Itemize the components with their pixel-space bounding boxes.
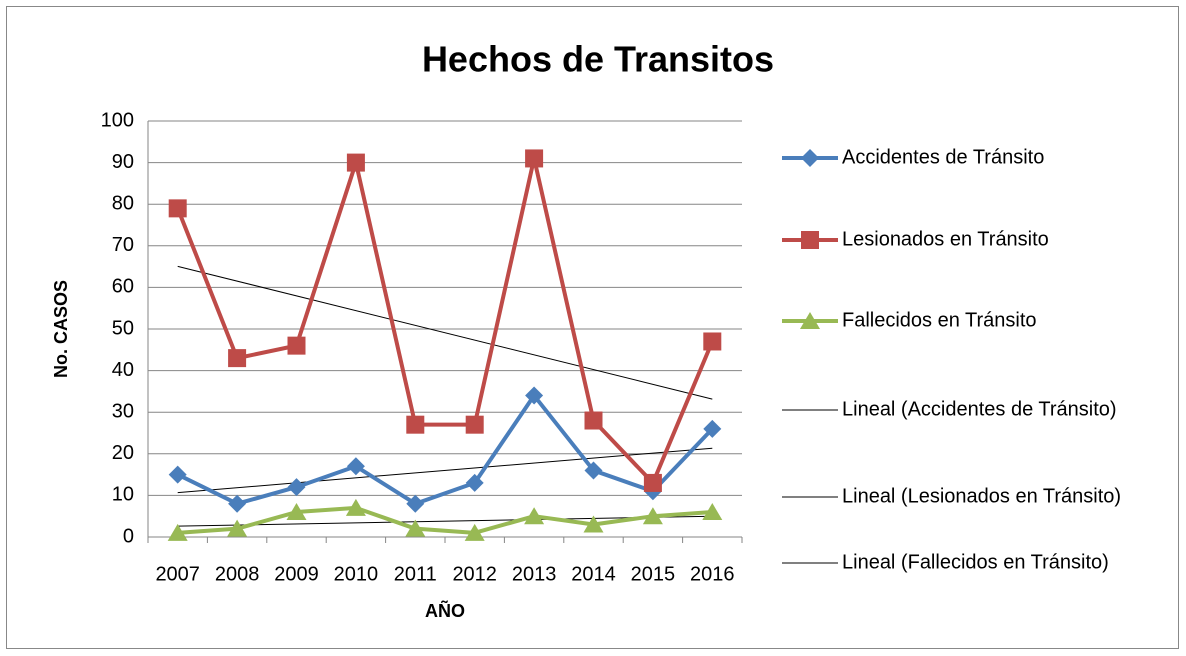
y-tick-label: 40 — [112, 359, 134, 381]
marker — [287, 336, 306, 355]
legend-label: Lineal (Lesionados en Tránsito) — [842, 485, 1121, 507]
legend-label: Fallecidos en Tránsito — [842, 309, 1037, 331]
marker — [287, 478, 306, 497]
y-tick-label: 100 — [101, 109, 134, 131]
y-tick-label: 50 — [112, 317, 134, 339]
series-line — [175, 156, 715, 485]
marker — [167, 523, 188, 541]
y-tick-label: 90 — [112, 151, 134, 173]
marker — [228, 494, 247, 513]
marker — [525, 149, 544, 168]
series-line — [176, 393, 714, 506]
legend-label: Lineal (Fallecidos en Tránsito) — [842, 551, 1109, 573]
marker — [524, 507, 545, 525]
chart-title: Hechos de Transitos — [422, 39, 774, 80]
y-tick-label: 80 — [112, 192, 134, 214]
marker — [525, 386, 544, 405]
marker — [643, 473, 662, 492]
legend-label: Accidentes de Tránsito — [842, 146, 1044, 168]
legend-label: Lineal (Accidentes de Tránsito) — [842, 398, 1117, 420]
marker — [406, 415, 425, 434]
marker — [405, 519, 426, 537]
y-tick-label: 30 — [112, 400, 134, 422]
marker — [465, 473, 484, 492]
marker — [228, 349, 247, 368]
marker — [801, 231, 819, 249]
trendline — [177, 515, 713, 527]
x-tick-label: 2014 — [571, 563, 616, 585]
trendline — [177, 447, 713, 494]
marker — [801, 149, 819, 167]
marker — [286, 503, 307, 521]
y-tick-label: 70 — [112, 234, 134, 256]
marker — [800, 312, 820, 329]
y-axis-title: No. CASOS — [51, 280, 71, 378]
marker — [345, 498, 366, 516]
chart-border — [6, 6, 1179, 649]
legend-label: Lesionados en Tránsito — [842, 228, 1049, 250]
x-tick-label: 2013 — [512, 563, 557, 585]
x-tick-label: 2016 — [690, 563, 735, 585]
marker — [584, 411, 603, 430]
x-tick-label: 2010 — [334, 563, 379, 585]
marker — [583, 515, 604, 533]
marker — [406, 494, 425, 513]
x-tick-label: 2008 — [215, 563, 260, 585]
y-tick-label: 20 — [112, 442, 134, 464]
x-tick-label: 2009 — [274, 563, 319, 585]
x-axis-title: AÑO — [425, 600, 465, 621]
marker — [642, 507, 663, 525]
marker — [346, 457, 365, 476]
series-line — [177, 505, 713, 535]
marker — [702, 503, 723, 521]
marker — [168, 465, 187, 484]
trendline — [177, 265, 713, 400]
marker — [703, 332, 722, 351]
marker — [464, 523, 485, 541]
y-tick-label: 60 — [112, 276, 134, 298]
y-tick-label: 10 — [112, 484, 134, 506]
marker — [168, 199, 187, 218]
marker — [227, 519, 248, 537]
marker — [703, 419, 722, 438]
x-tick-label: 2015 — [631, 563, 676, 585]
x-tick-label: 2011 — [394, 563, 437, 585]
x-tick-label: 2012 — [452, 563, 497, 585]
marker — [346, 153, 365, 172]
y-tick-label: 0 — [123, 525, 134, 547]
marker — [465, 415, 484, 434]
marker — [584, 461, 603, 480]
x-tick-label: 2007 — [155, 563, 200, 585]
